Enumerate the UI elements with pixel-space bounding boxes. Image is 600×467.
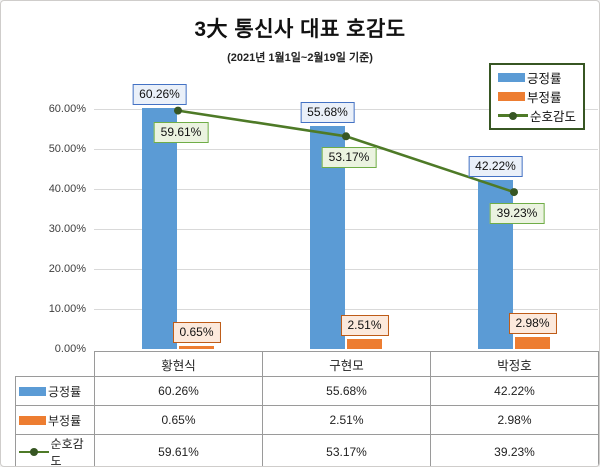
table-row-긍정률: 긍정률 60.26% 55.68% 42.22%	[15, 376, 599, 406]
y-tick-label: 0.00%	[54, 343, 86, 355]
value-label-부정률: 2.51%	[340, 314, 389, 336]
table-header-row: 황현식 구현모 박정호	[16, 351, 599, 377]
series-key-label: 부정률	[48, 413, 82, 428]
legend-item-긍정률: 긍정률	[498, 68, 576, 87]
series-key-cell: 긍정률	[15, 376, 95, 406]
swatch-순호감도	[498, 111, 528, 120]
swatch-부정률	[498, 92, 525, 101]
table-value-cell: 2.51%	[262, 405, 431, 435]
swatch-부정률	[19, 415, 46, 425]
table-header-cell: 구현모	[262, 351, 431, 377]
table-header-cell: 박정호	[430, 351, 599, 377]
line-swatch-marker	[509, 111, 517, 120]
value-label-순호감도: 53.17%	[321, 147, 377, 169]
y-tick-label: 10.00%	[48, 303, 86, 315]
value-label-긍정률: 55.68%	[300, 102, 355, 124]
y-tick-label: 30.00%	[48, 223, 86, 235]
swatch-긍정률	[498, 73, 525, 82]
gridline	[94, 309, 598, 310]
bar-부정률	[347, 338, 382, 349]
value-label-부정률: 0.65%	[172, 322, 221, 344]
series-key: 순호감도	[16, 435, 94, 467]
legend-item-부정률: 부정률	[498, 87, 576, 106]
y-tick-label: 60.00%	[48, 103, 86, 115]
table-value-cell: 53.17%	[262, 434, 431, 466]
table-row-부정률: 부정률 0.65% 2.51% 2.98%	[15, 405, 599, 435]
table-header-cell: 황현식	[94, 351, 263, 377]
table-value-cell: 59.61%	[94, 434, 263, 466]
series-key-cell: 순호감도	[15, 434, 95, 467]
value-label-긍정률: 60.26%	[132, 83, 187, 105]
line-swatch-marker	[30, 448, 38, 456]
legend-label: 순호감도	[530, 110, 577, 124]
series-key-cell: 부정률	[15, 405, 95, 435]
series-key-label: 순호감도	[50, 437, 84, 467]
table-body: 긍정률 60.26% 55.68% 42.22% 부정률 0.65% 2.51% 2.98% 순…	[15, 376, 599, 467]
table-value-cell: 2.98%	[430, 405, 599, 435]
table-head: 황현식 구현모 박정호	[16, 351, 599, 377]
gridline	[94, 229, 598, 230]
legend-label: 부정률	[527, 91, 562, 105]
series-key: 부정률	[16, 412, 94, 429]
chart-subtitle: (2021년 1월1일~2월19일 기준)	[227, 52, 373, 64]
y-tick-label: 40.00%	[48, 183, 86, 195]
series-key: 긍정률	[16, 383, 94, 400]
value-label-긍정률: 42.22%	[468, 156, 523, 178]
legend-label: 긍정률	[527, 72, 562, 86]
table-value-cell: 55.68%	[262, 376, 431, 406]
table-row-순호감도: 순호감도 59.61% 53.17% 39.23%	[15, 434, 599, 467]
table-value-cell: 42.22%	[430, 376, 599, 406]
y-tick-label: 50.00%	[48, 143, 86, 155]
table-value-cell: 60.26%	[94, 376, 263, 406]
legend-item-순호감도: 순호감도	[498, 106, 576, 125]
swatch-순호감도	[19, 448, 49, 457]
bar-긍정률	[142, 107, 177, 349]
y-tick-label: 20.00%	[48, 263, 86, 275]
value-label-순호감도: 59.61%	[153, 121, 209, 143]
table-value-cell: 0.65%	[94, 405, 263, 435]
value-label-순호감도: 39.23%	[489, 203, 545, 225]
value-label-부정률: 2.98%	[508, 313, 557, 335]
table-value-cell: 39.23%	[430, 434, 599, 466]
series-key-label: 긍정률	[48, 384, 82, 399]
table-corner-blank	[16, 352, 95, 377]
bar-부정률	[179, 346, 214, 349]
data-table: 황현식 구현모 박정호 긍정률 60.26% 55.68% 42.22% 부정률 0.65% 2.…	[15, 351, 599, 467]
bar-부정률	[515, 337, 550, 349]
gridline	[94, 269, 598, 270]
swatch-긍정률	[19, 386, 46, 396]
chart-title: 3大 통신사 대표 호감도	[194, 18, 406, 41]
